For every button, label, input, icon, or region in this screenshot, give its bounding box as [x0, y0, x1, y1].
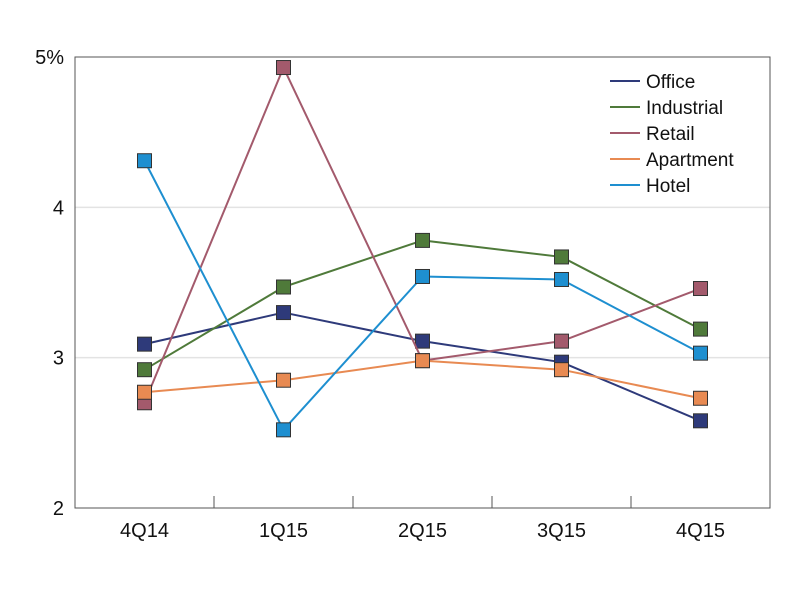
data-point-apartment: [137, 384, 152, 400]
data-point-retail: [276, 60, 291, 76]
data-point-retail: [693, 281, 708, 297]
data-point-apartment: [415, 353, 430, 369]
data-point-hotel: [276, 422, 291, 438]
y-axis-tick-labels: 5% 4 3 2: [35, 47, 64, 520]
series-layer: [137, 60, 708, 438]
data-point-retail: [554, 333, 569, 349]
x-axis-tick-marks: [213, 496, 632, 508]
y-tick-label: 3: [53, 348, 64, 370]
data-point-apartment: [276, 372, 291, 388]
data-point-office: [276, 305, 291, 321]
data-point-office: [137, 336, 152, 352]
legend: Office Industrial Retail Apartment Hotel: [610, 72, 734, 197]
x-tick-label: 1Q15: [259, 520, 308, 542]
data-point-hotel: [554, 271, 569, 287]
data-point-industrial: [415, 232, 430, 248]
y-tick-label: 2: [53, 498, 64, 520]
x-tick-label: 3Q15: [537, 520, 586, 542]
data-point-hotel: [137, 153, 152, 169]
series-hotel: [137, 153, 708, 438]
series-line-industrial: [143, 239, 701, 371]
series-office: [137, 305, 708, 429]
y-tick-label: 5%: [35, 47, 64, 69]
x-tick-label: 4Q15: [676, 520, 725, 542]
legend-label: Office: [646, 72, 695, 93]
series-apartment: [137, 353, 708, 406]
data-point-apartment: [554, 362, 569, 378]
legend-label: Industrial: [646, 98, 723, 119]
data-point-office: [415, 333, 430, 349]
x-tick-label: 2Q15: [398, 520, 447, 542]
data-point-industrial: [137, 362, 152, 378]
x-axis-tick-labels: 4Q14 1Q15 2Q15 3Q15 4Q15: [120, 520, 725, 542]
plot-area-frame: [74, 56, 771, 509]
x-tick-label: 4Q14: [120, 520, 169, 542]
data-point-hotel: [693, 345, 708, 361]
legend-label: Apartment: [646, 150, 734, 171]
data-point-office: [693, 413, 708, 429]
data-point-industrial: [693, 321, 708, 337]
legend-label: Retail: [646, 124, 695, 145]
series-industrial: [137, 232, 708, 378]
legend-label: Hotel: [646, 176, 690, 197]
y-tick-label: 4: [53, 197, 64, 219]
data-point-industrial: [554, 249, 569, 265]
data-point-hotel: [415, 268, 430, 284]
data-point-apartment: [693, 390, 708, 406]
data-point-industrial: [276, 279, 291, 295]
